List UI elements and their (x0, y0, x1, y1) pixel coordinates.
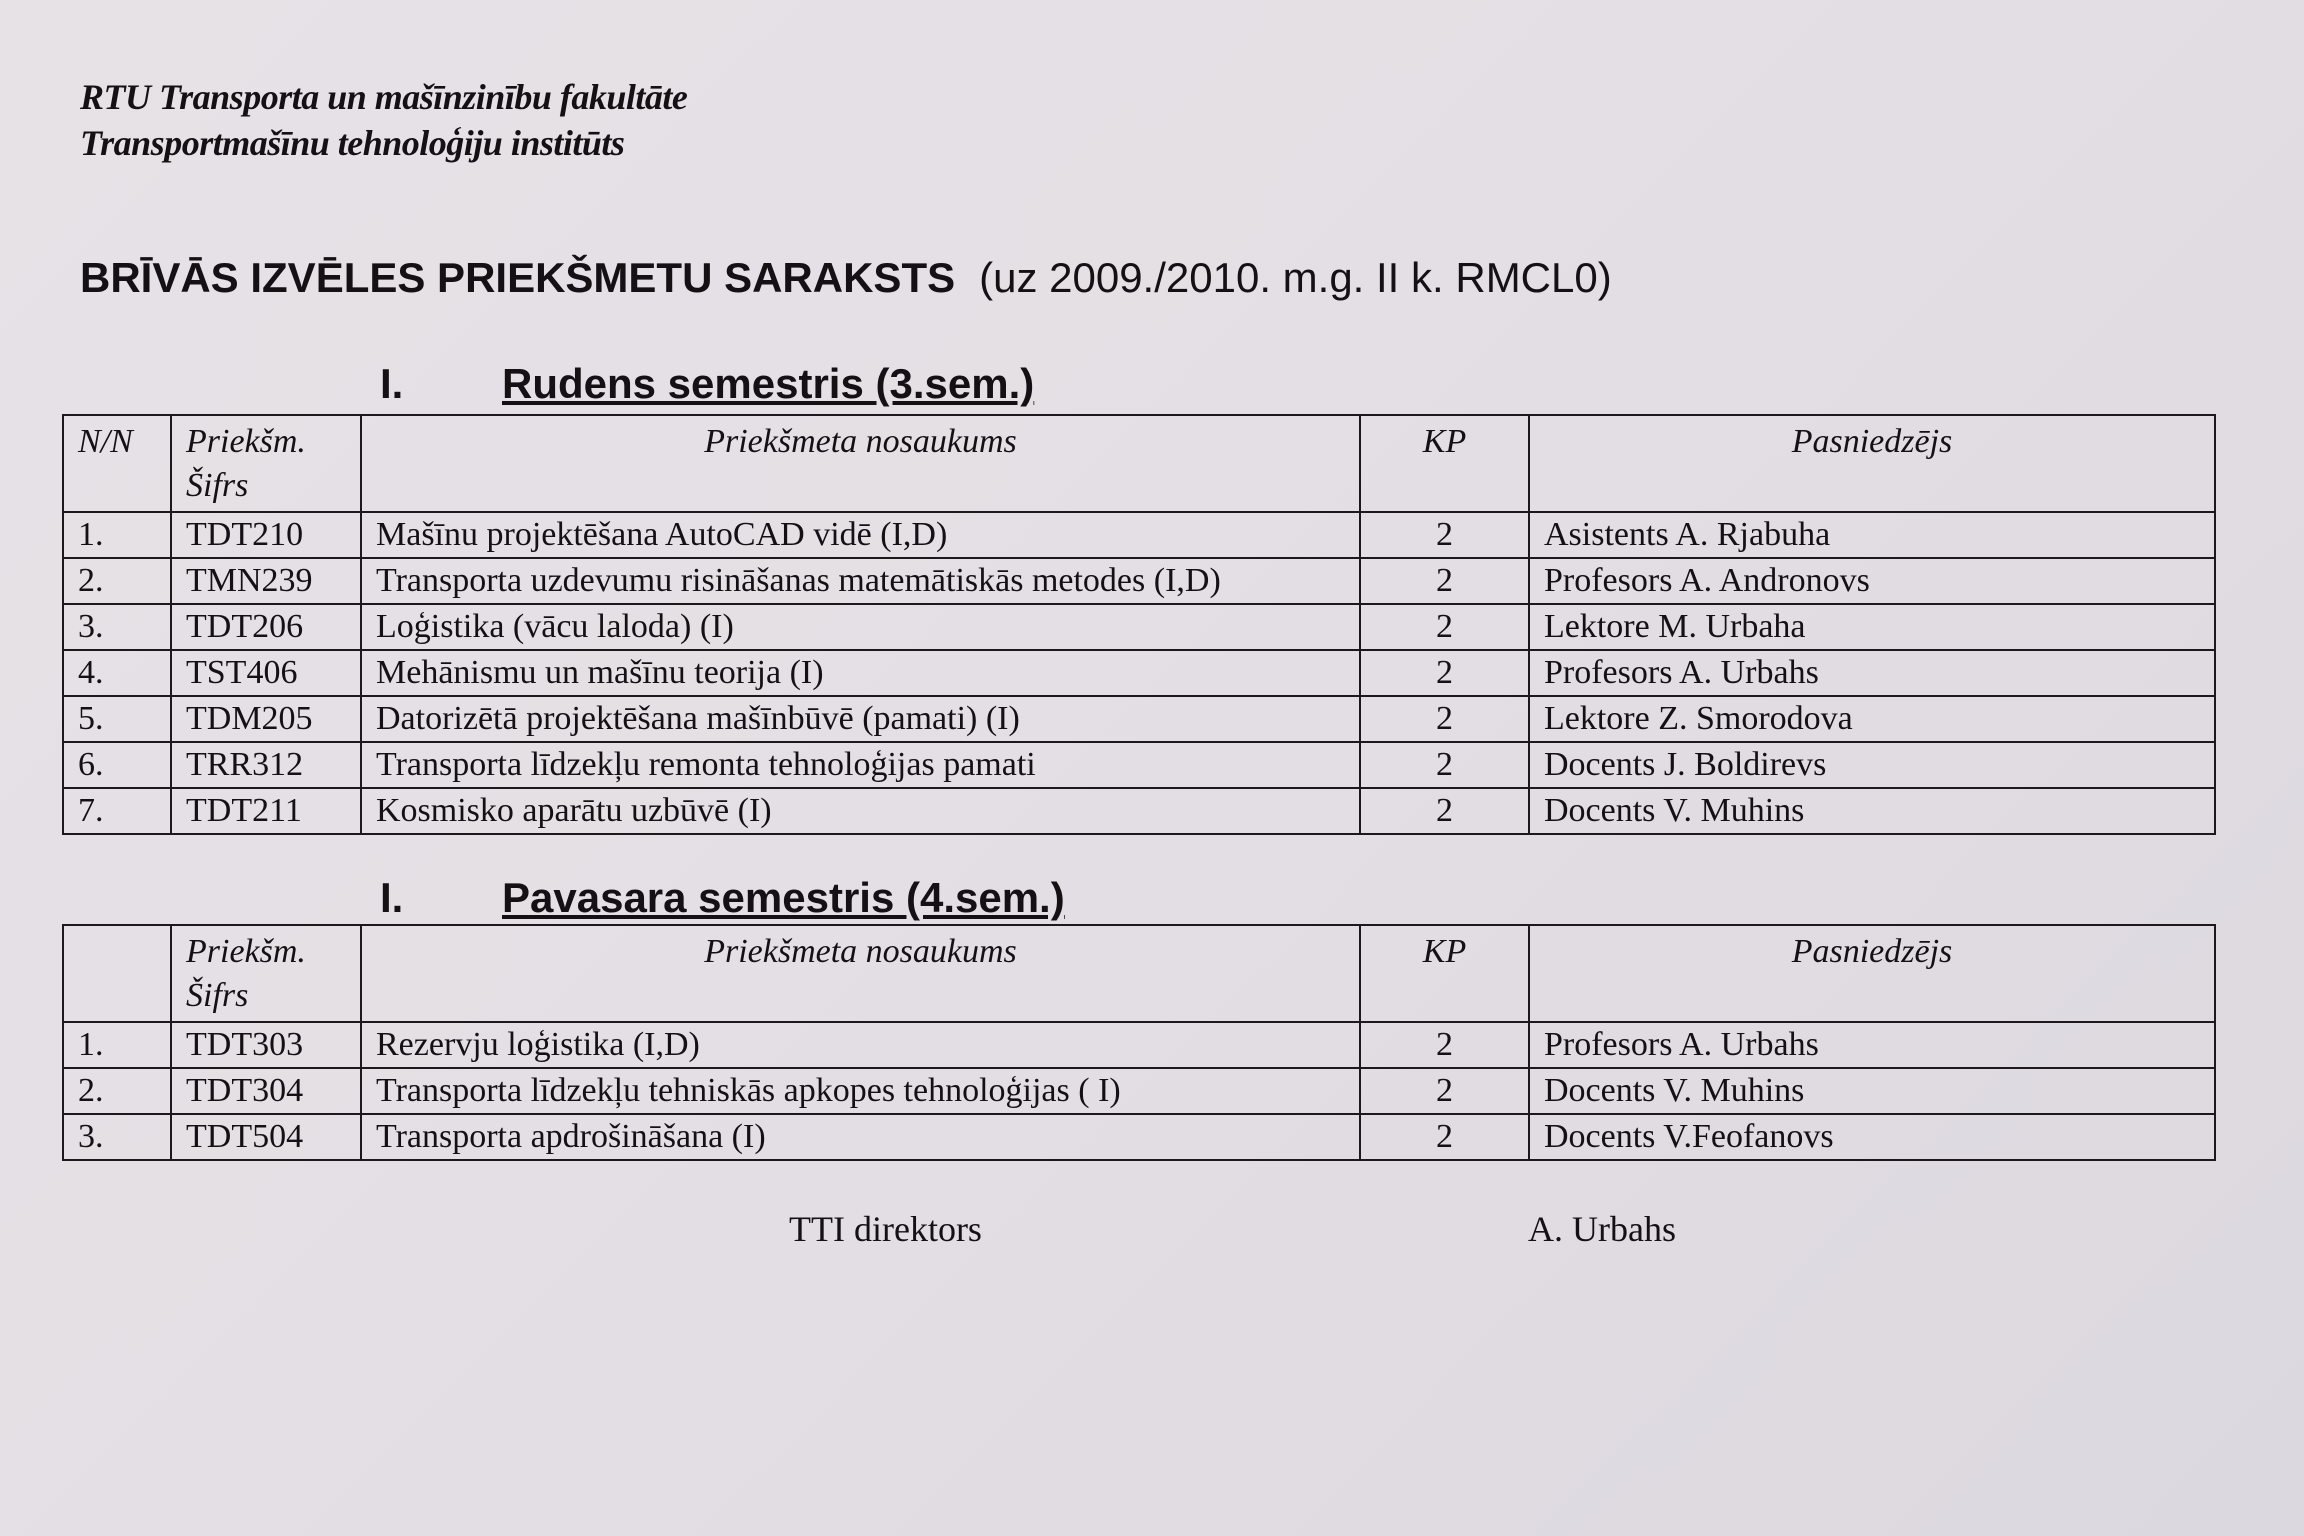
table-row: 1. TDT303 Rezervju loģistika (I,D) 2 Profeso… (62, 1021, 2216, 1069)
table-row: 2. TDT304 Transporta līdzekļu tehniskās ap… (62, 1067, 2216, 1115)
col-code-line2: Šifrs (186, 467, 249, 504)
subject-name: Transporta apdrošināšana (I) (360, 1113, 1361, 1161)
col-nn (62, 924, 172, 1023)
subject-name: Kosmisko aparātu uzbūvē (I) (360, 787, 1361, 835)
table-header-row: N/N Priekšm. Šifrs Priekšmeta nosaukums K… (62, 414, 2216, 513)
col-code-line1: Priekšm. (186, 933, 306, 970)
row-number: 2. (62, 557, 172, 605)
col-code: Priekšm. Šifrs (170, 414, 362, 513)
subject-name: Transporta līdzekļu tehniskās apkopes te… (360, 1067, 1361, 1115)
teacher: Docents V. Muhins (1528, 787, 2216, 835)
table-row: 2. TMN239 Transporta uzdevumu risināšanas … (62, 557, 2216, 605)
subject-name: Rezervju loģistika (I,D) (360, 1021, 1361, 1069)
document-title: BRĪVĀS IZVĒLES PRIEKŠMETU SARAKSTS (uz 20… (80, 254, 1612, 302)
row-number: 1. (62, 1021, 172, 1069)
col-teacher: Pasniedzējs (1528, 414, 2216, 513)
table-row: 6. TRR312 Transporta līdzekļu remonta tehn… (62, 741, 2216, 789)
subject-code: TST406 (170, 649, 362, 697)
credit-points: 2 (1359, 1067, 1530, 1115)
credit-points: 2 (1359, 787, 1530, 835)
table-row: 4. TST406 Mehānismu un mašīnu teorija (I) 2… (62, 649, 2216, 697)
col-code: Priekšm. Šifrs (170, 924, 362, 1023)
subject-code: TDT304 (170, 1067, 362, 1115)
subject-code: TDT504 (170, 1113, 362, 1161)
col-subject: Priekšmeta nosaukums (360, 414, 1361, 513)
row-number: 5. (62, 695, 172, 743)
row-number: 3. (62, 603, 172, 651)
section-1-heading: Rudens semestris (3.sem.) (502, 360, 1035, 407)
teacher: Profesors A. Andronovs (1528, 557, 2216, 605)
subject-name: Transporta uzdevumu risināšanas matemāti… (360, 557, 1361, 605)
institute-name: Transportmašīnu tehnoloģiju institūts (80, 123, 625, 163)
signature-name: A. Urbahs (1528, 1209, 1676, 1249)
subject-name: Loģistika (vācu laloda) (I) (360, 603, 1361, 651)
table-row: 3. TDT504 Transporta apdrošināšana (I) 2 Doc… (62, 1113, 2216, 1161)
teacher: Lektore M. Urbaha (1528, 603, 2216, 651)
table-header-row: Priekšm. Šifrs Priekšmeta nosaukums KP Pa… (62, 924, 2216, 1023)
row-number: 7. (62, 787, 172, 835)
credit-points: 2 (1359, 557, 1530, 605)
teacher: Profesors A. Urbahs (1528, 649, 2216, 697)
col-code-line1: Priekšm. (186, 423, 306, 460)
title-main: BRĪVĀS IZVĒLES PRIEKŠMETU SARAKSTS (80, 254, 956, 301)
subject-name: Datorizētā projektēšana mašīnbūvē (pamat… (360, 695, 1361, 743)
table-row: 1. TDT210 Mašīnu projektēšana AutoCAD vidē… (62, 511, 2216, 559)
row-number: 6. (62, 741, 172, 789)
credit-points: 2 (1359, 511, 1530, 559)
subject-name: Mašīnu projektēšana AutoCAD vidē (I,D) (360, 511, 1361, 559)
col-subject: Priekšmeta nosaukums (360, 924, 1361, 1023)
title-sub: (uz 2009./2010. m.g. II k. RMCL0) (979, 254, 1612, 301)
credit-points: 2 (1359, 603, 1530, 651)
table-row: 3. TDT206 Loģistika (vācu laloda) (I) 2 Lekt… (62, 603, 2216, 651)
teacher: Asistents A. Rjabuha (1528, 511, 2216, 559)
subject-code: TRR312 (170, 741, 362, 789)
subject-code: TDT303 (170, 1021, 362, 1069)
credit-points: 2 (1359, 1113, 1530, 1161)
credit-points: 2 (1359, 695, 1530, 743)
teacher: Docents J. Boldirevs (1528, 741, 2216, 789)
subject-code: TMN239 (170, 557, 362, 605)
autumn-semester-table: N/N Priekšm. Šifrs Priekšmeta nosaukums K… (62, 414, 2216, 835)
col-nn: N/N (62, 414, 172, 513)
faculty-name: RTU Transporta un mašīnzinību fakultāte (80, 77, 688, 117)
section-1-number: I. (380, 360, 404, 407)
row-number: 3. (62, 1113, 172, 1161)
credit-points: 2 (1359, 1021, 1530, 1069)
teacher: Profesors A. Urbahs (1528, 1021, 2216, 1069)
teacher: Docents V. Muhins (1528, 1067, 2216, 1115)
col-code-line2: Šifrs (186, 977, 249, 1014)
signature-role: TTI direktors (789, 1209, 982, 1249)
subject-code: TDM205 (170, 695, 362, 743)
row-number: 4. (62, 649, 172, 697)
row-number: 2. (62, 1067, 172, 1115)
row-number: 1. (62, 511, 172, 559)
credit-points: 2 (1359, 741, 1530, 789)
col-kp: KP (1359, 924, 1530, 1023)
subject-code: TDT211 (170, 787, 362, 835)
subject-name: Mehānismu un mašīnu teorija (I) (360, 649, 1361, 697)
subject-code: TDT210 (170, 511, 362, 559)
col-teacher: Pasniedzējs (1528, 924, 2216, 1023)
subject-code: TDT206 (170, 603, 362, 651)
section-2-heading: Pavasara semestris (4.sem.) (502, 874, 1065, 921)
table-row: 7. TDT211 Kosmisko aparātu uzbūvē (I) 2 Doce… (62, 787, 2216, 835)
table-row: 5. TDM205 Datorizētā projektēšana mašīnbūv… (62, 695, 2216, 743)
section-2-number: I. (380, 874, 404, 921)
teacher: Docents V.Feofanovs (1528, 1113, 2216, 1161)
subject-name: Transporta līdzekļu remonta tehnoloģijas… (360, 741, 1361, 789)
credit-points: 2 (1359, 649, 1530, 697)
teacher: Lektore Z. Smorodova (1528, 695, 2216, 743)
spring-semester-table: Priekšm. Šifrs Priekšmeta nosaukums KP Pa… (62, 924, 2216, 1161)
col-kp: KP (1359, 414, 1530, 513)
